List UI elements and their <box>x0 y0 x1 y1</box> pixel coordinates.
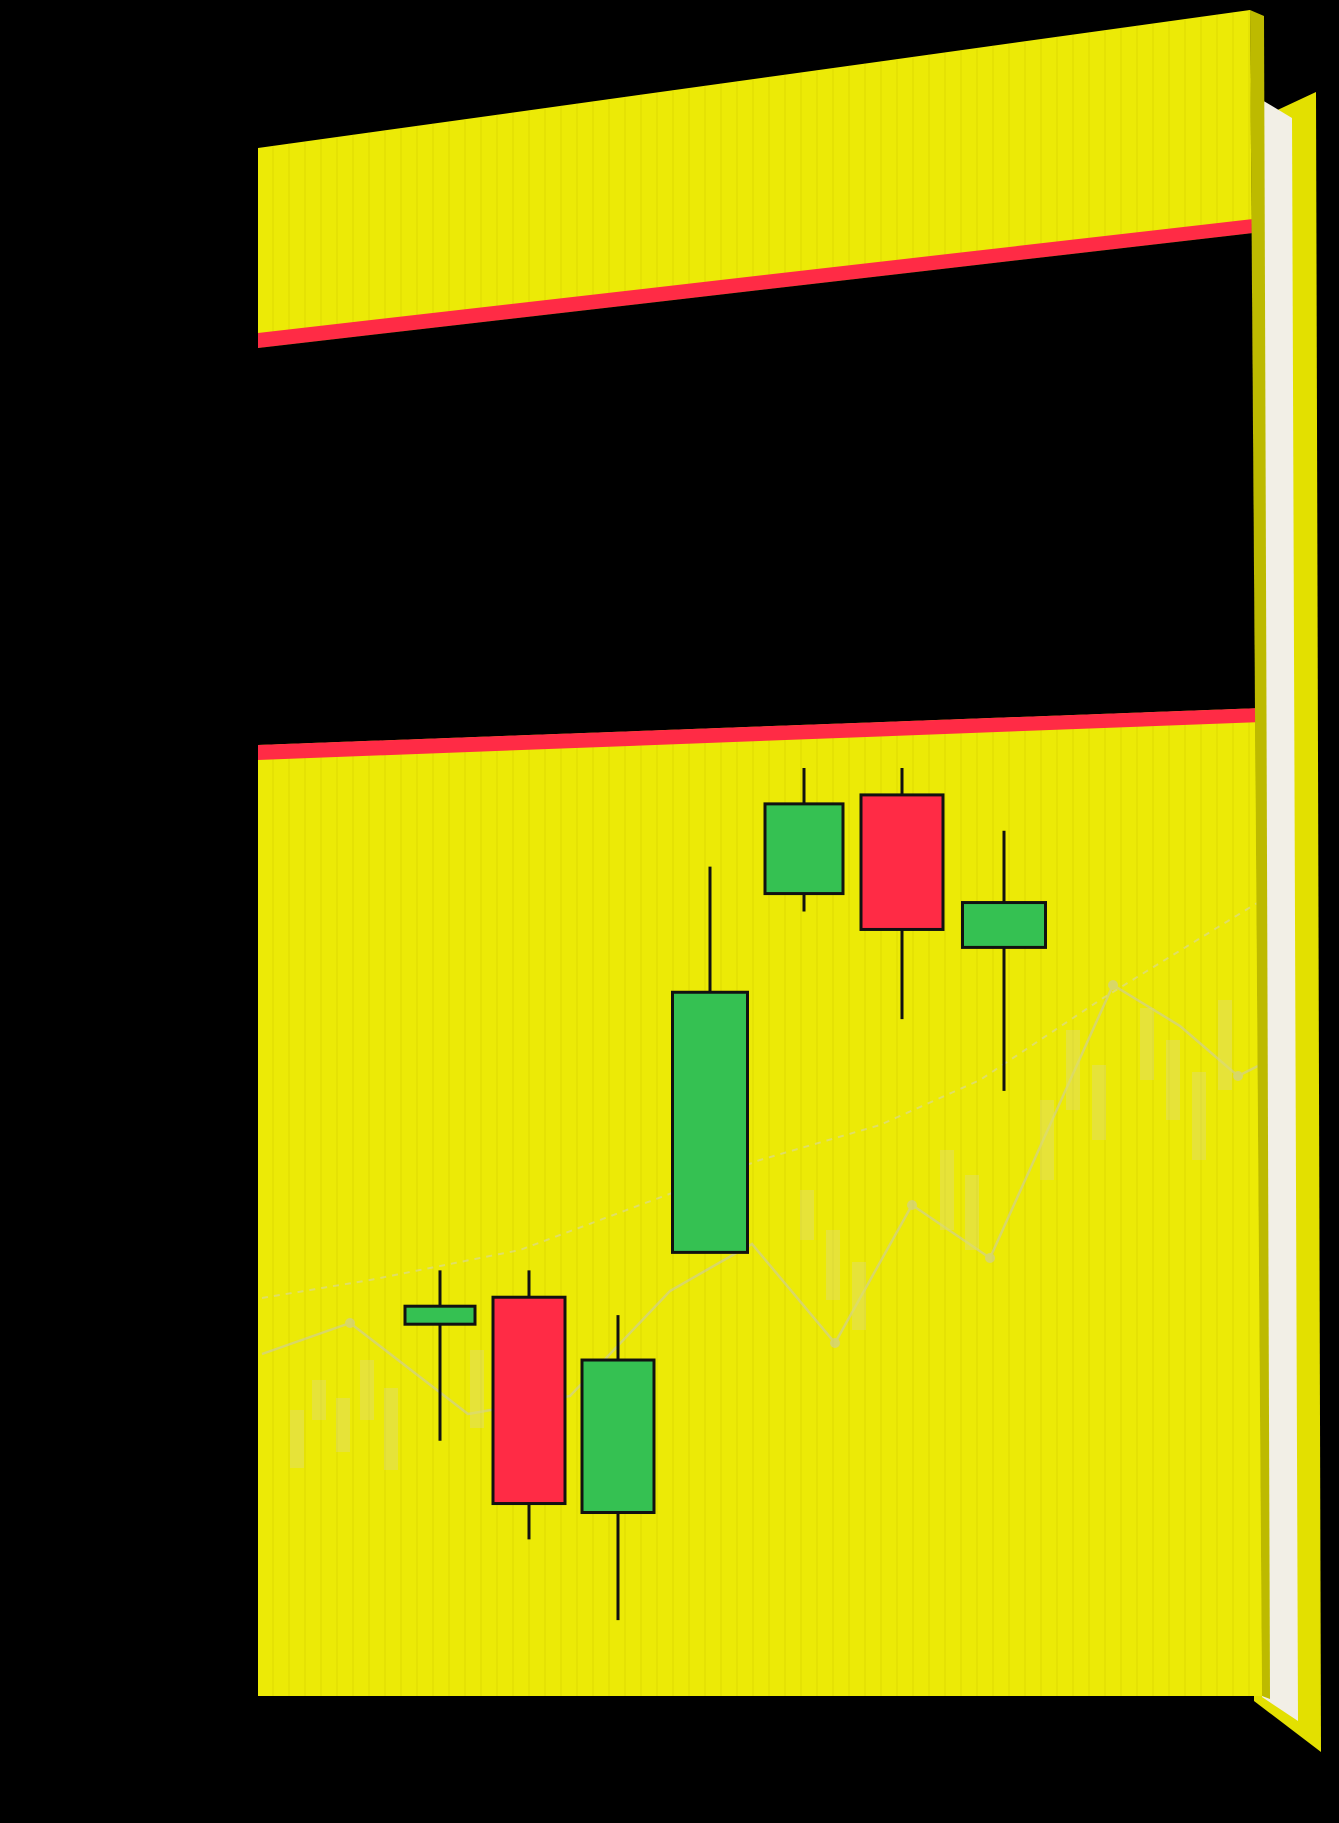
faint-point <box>907 1200 917 1210</box>
candlestick-group <box>403 768 1047 1621</box>
top-stripe <box>258 218 1262 348</box>
faint-bar <box>1040 1100 1054 1180</box>
faint-bar <box>1192 1072 1206 1160</box>
spine-edge <box>1250 10 1270 1699</box>
bullish-candle-body <box>671 990 749 1254</box>
faint-bar <box>336 1398 350 1452</box>
faint-background-chart <box>261 899 1262 1470</box>
faint-point <box>1108 980 1118 990</box>
faint-bar <box>360 1360 374 1420</box>
faint-bar <box>1218 1000 1232 1090</box>
faint-bar <box>1166 1040 1180 1120</box>
faint-point <box>985 1253 995 1263</box>
faint-bar <box>826 1230 840 1300</box>
faint-point <box>345 1318 355 1328</box>
faint-bar <box>1092 1065 1106 1140</box>
faint-bar <box>470 1350 484 1428</box>
bullish-candle-body <box>580 1358 656 1515</box>
faint-bar <box>384 1388 398 1470</box>
page-block <box>1262 100 1298 1721</box>
faint-bar <box>940 1150 954 1230</box>
faint-point <box>830 1338 840 1348</box>
faint-bar <box>1066 1030 1080 1110</box>
title-band <box>258 232 1262 745</box>
faint-point <box>1233 1071 1243 1081</box>
faint-dashed-line <box>261 899 1262 1299</box>
bullish-candle-body <box>403 1304 477 1326</box>
bullish-candle-body <box>961 901 1047 949</box>
faint-bar <box>852 1262 866 1330</box>
bullish-candle-body <box>763 802 845 896</box>
faint-bar <box>1140 1008 1154 1080</box>
faint-bar <box>312 1380 326 1420</box>
bearish-candle-body <box>491 1295 567 1506</box>
bottom-stripe <box>258 708 1262 760</box>
bearish-candle-body <box>859 793 945 931</box>
front-cover <box>258 10 1262 1696</box>
book-icon <box>258 10 1321 1752</box>
faint-bar <box>965 1175 979 1250</box>
faint-bar <box>290 1410 304 1468</box>
faint-bar <box>800 1190 814 1240</box>
